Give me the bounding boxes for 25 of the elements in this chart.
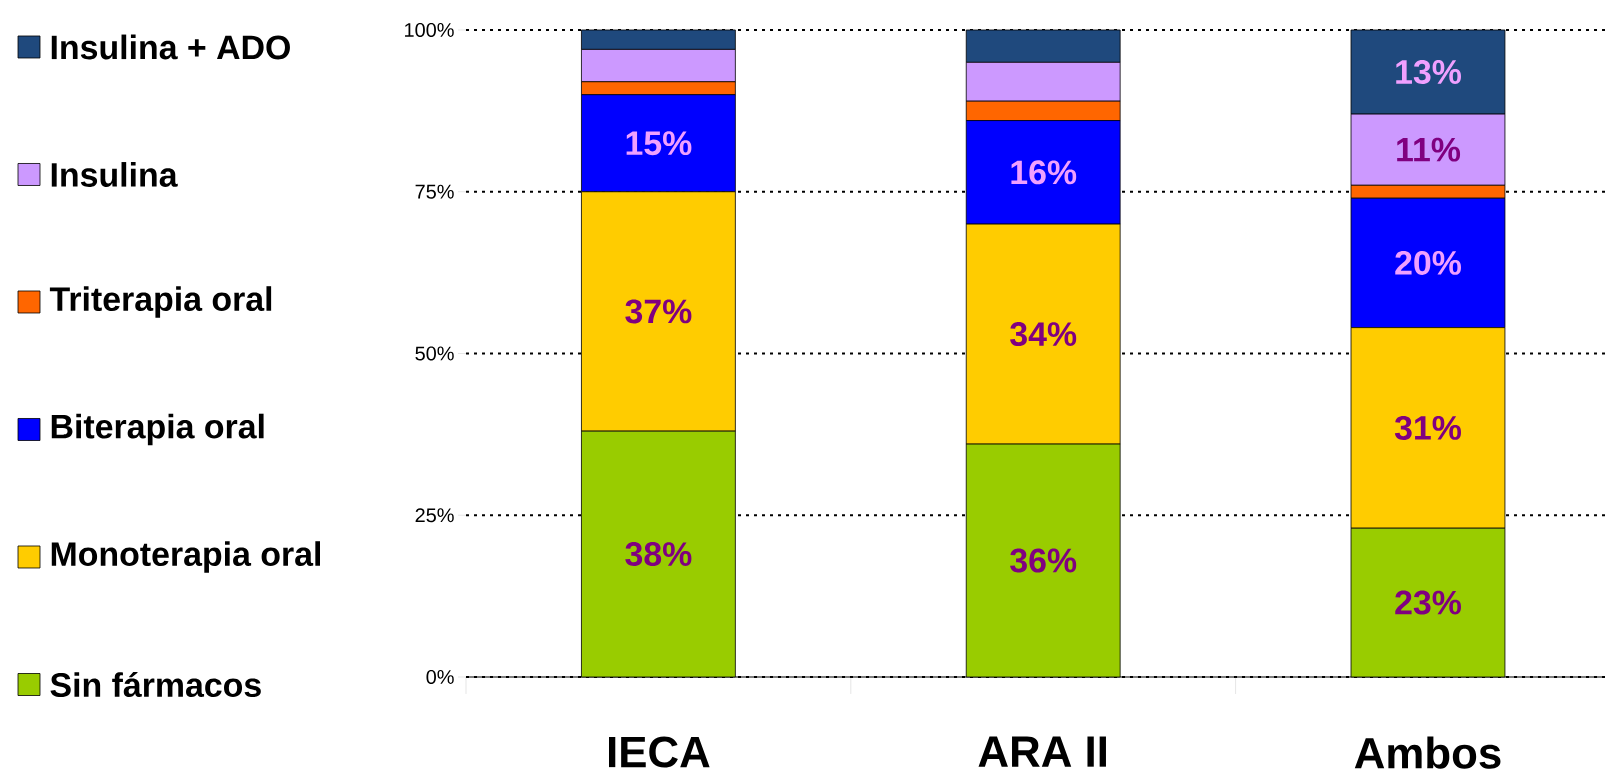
data-label: 31% [1394, 415, 1461, 440]
y-tick-label: 75% [415, 184, 454, 199]
legend-label: Monoterapia oral [51, 541, 320, 573]
x-tick-label: ARA II [978, 736, 1106, 767]
data-label: 11% [1397, 137, 1461, 162]
x-tick-label: Ambos [1354, 736, 1501, 769]
data-label: 36% [1010, 548, 1077, 573]
data-label: 34% [1010, 322, 1077, 347]
data-label: 13% [1396, 60, 1461, 85]
data-label: 37% [625, 299, 692, 324]
legend-label: Triterapia oral [49, 286, 272, 318]
data-label: 16% [1011, 160, 1077, 185]
legend-label: Sin fármacos [50, 671, 261, 698]
y-tick-label: 25% [415, 508, 454, 523]
data-label: 38% [625, 542, 692, 567]
data-label: 23% [1395, 590, 1461, 615]
x-tick-label: IECA [608, 736, 710, 768]
data-label: 15% [626, 131, 692, 156]
legend-label: Biterapia oral [51, 413, 264, 446]
legend-label: Insulina [51, 162, 178, 187]
y-tick-label: 100% [405, 22, 454, 38]
y-tick-label: 50% [415, 346, 454, 361]
y-tick-label: 0% [426, 669, 454, 685]
legend-label: Insulina + ADO [51, 34, 290, 60]
data-label: 20% [1395, 250, 1461, 275]
